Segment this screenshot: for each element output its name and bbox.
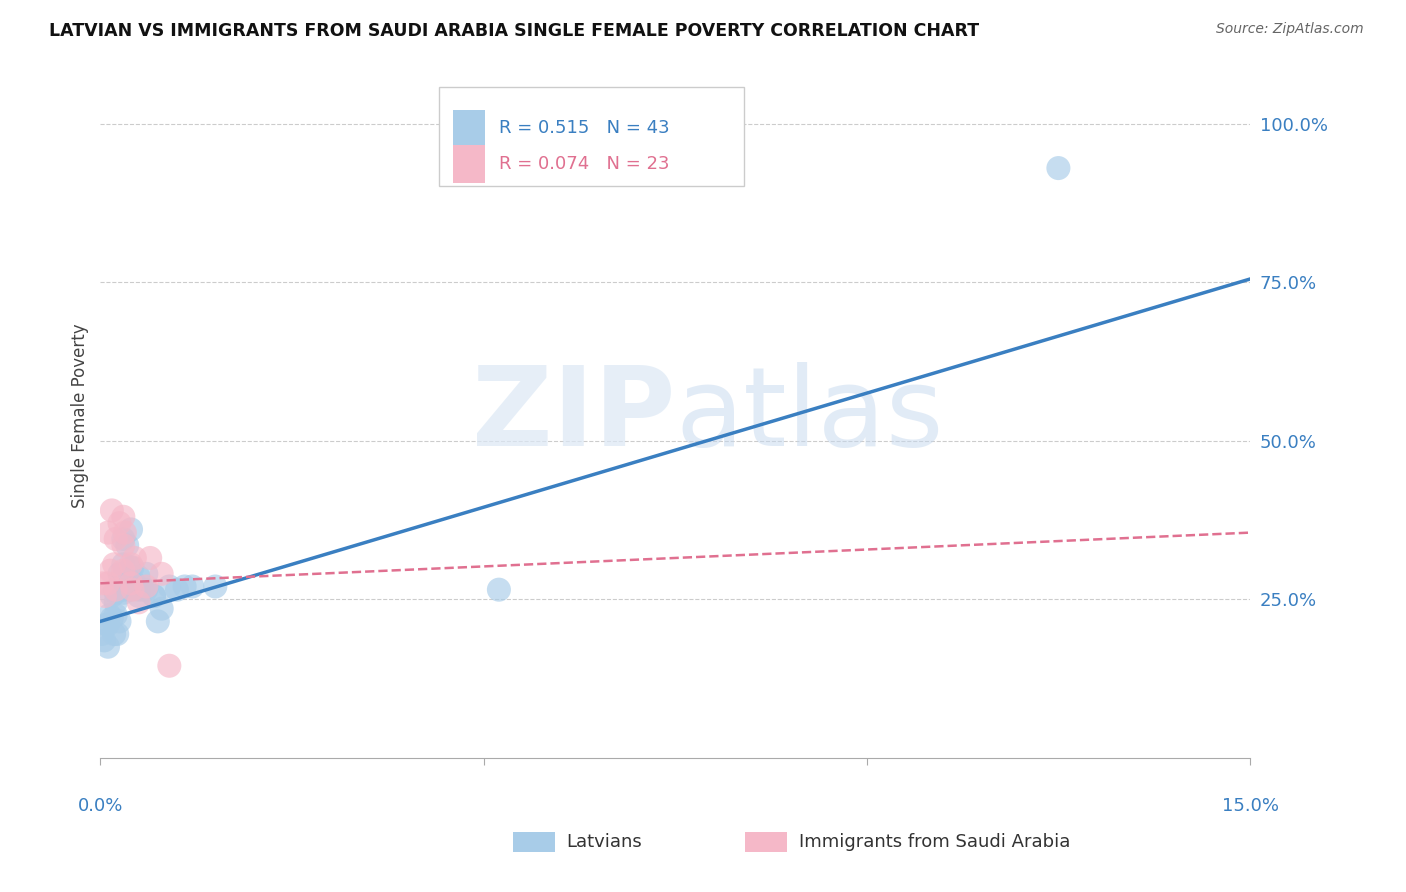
Point [139,551,162,566]
Point [128,595,150,609]
Point [112,509,135,524]
Point [128,589,150,603]
Point [101,589,124,603]
Point [121,582,143,597]
Point [120,560,142,574]
Text: 15.0%: 15.0% [1222,797,1278,814]
Text: Latvians: Latvians [567,833,643,851]
Point [115,538,138,552]
Text: ZIP: ZIP [472,362,675,469]
Point [150,566,173,581]
Point [104,582,127,597]
Point [93,633,115,648]
Point [97,525,120,540]
Point [143,589,166,603]
Point [488,582,510,597]
Text: R = 0.515   N = 43: R = 0.515 N = 43 [499,120,669,137]
Point [112,532,135,546]
Point [112,564,135,578]
Point [143,589,166,603]
Point [157,658,180,673]
Text: Immigrants from Saudi Arabia: Immigrants from Saudi Arabia [799,833,1070,851]
Point [181,580,204,594]
Point [135,566,157,581]
FancyBboxPatch shape [453,145,485,183]
Point [98,564,121,578]
Point [166,582,188,597]
Point [128,582,150,597]
Point [121,560,143,574]
Point [1047,161,1070,175]
Point [120,582,142,597]
Point [114,582,136,597]
Point [97,640,120,654]
Point [120,576,142,591]
Point [105,627,128,641]
Point [97,617,120,632]
Point [98,607,121,622]
Point [150,601,173,615]
Text: atlas: atlas [675,362,943,469]
Point [112,538,135,552]
Point [94,589,117,603]
Point [135,580,157,594]
Point [104,586,127,600]
Point [124,551,146,566]
Point [104,607,127,622]
Point [108,516,131,530]
Point [157,580,180,594]
Text: LATVIAN VS IMMIGRANTS FROM SAUDI ARABIA SINGLE FEMALE POVERTY CORRELATION CHART: LATVIAN VS IMMIGRANTS FROM SAUDI ARABIA … [49,22,980,40]
Point [112,558,135,572]
Point [103,627,125,641]
Point [112,586,135,600]
Point [108,615,131,629]
Point [90,627,112,641]
Point [135,582,157,597]
Point [97,576,120,591]
Text: R = 0.074   N = 23: R = 0.074 N = 23 [499,155,669,173]
Point [104,595,127,609]
Point [146,615,169,629]
Point [114,525,136,540]
Point [120,558,142,572]
Point [96,617,118,632]
Y-axis label: Single Female Poverty: Single Female Poverty [72,323,89,508]
Point [173,580,195,594]
Point [101,611,124,625]
Point [108,566,131,581]
Point [124,576,146,591]
Point [204,580,226,594]
Point [112,570,135,584]
Text: 0.0%: 0.0% [77,797,124,814]
Point [120,523,142,537]
FancyBboxPatch shape [453,110,485,147]
Text: Source: ZipAtlas.com: Source: ZipAtlas.com [1216,22,1364,37]
Point [91,576,114,591]
Point [101,503,124,517]
Point [128,570,150,584]
Point [103,558,125,572]
Point [131,582,153,597]
FancyBboxPatch shape [440,87,744,186]
Point [104,532,127,546]
